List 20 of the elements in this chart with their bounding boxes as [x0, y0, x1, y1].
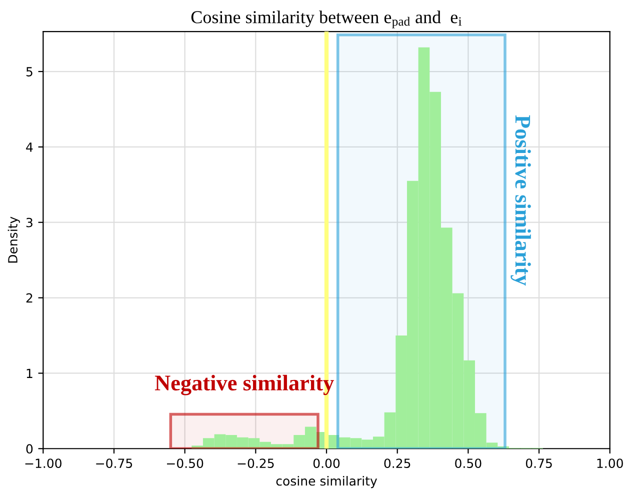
band-label: Negative similarity: [154, 374, 334, 396]
y-axis-title: Density: [8, 216, 20, 263]
x-tick-label: 0.75: [526, 458, 552, 468]
x-tick-label: −0.25: [238, 458, 274, 468]
y-tick-label: 1: [26, 368, 32, 378]
x-tick-label: −0.75: [96, 458, 132, 468]
y-tick-label: 5: [26, 67, 32, 76]
x-tick-label: 0.50: [455, 458, 482, 468]
y-tick-label: 0: [26, 444, 33, 454]
y-tick-label: 4: [26, 142, 33, 152]
x-tick-label: 1.00: [597, 458, 623, 468]
y-tick-label: 2: [26, 293, 32, 303]
x-tick-label: 0.00: [313, 458, 340, 468]
band-label: Positive similarity: [510, 115, 531, 286]
y-tick-label: 3: [26, 218, 32, 228]
x-axis-title: cosine similarity: [276, 476, 378, 488]
chart-title: Cosine similarity between e$_{pad}$ and e$_{i}$: [191, 10, 462, 28]
x-tick-label: −1.00: [25, 458, 62, 468]
x-tick-label: 0.25: [384, 458, 410, 468]
x-tick-label: −0.50: [167, 458, 204, 468]
